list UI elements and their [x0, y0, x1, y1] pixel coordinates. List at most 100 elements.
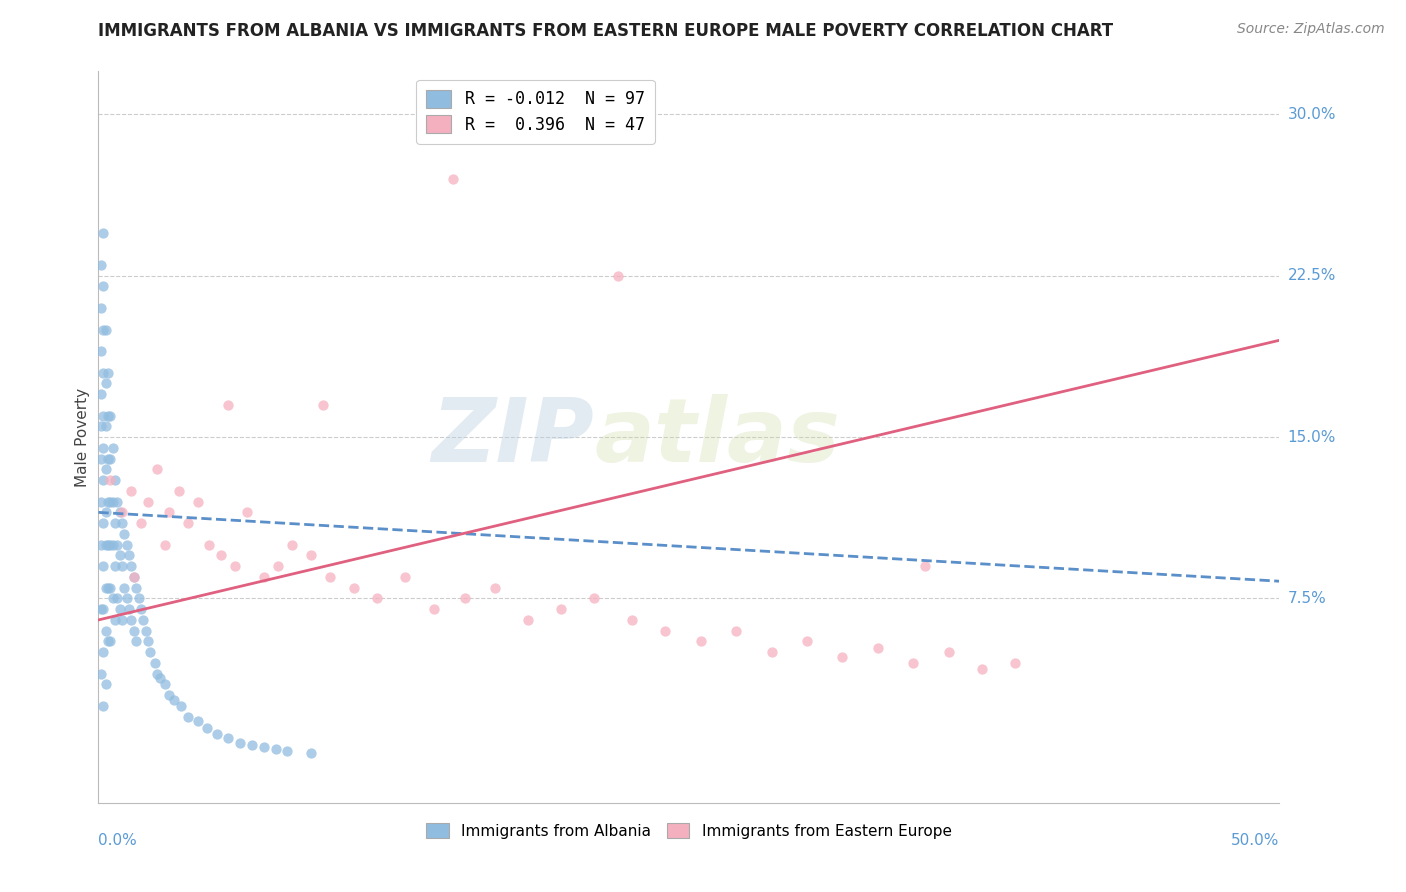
Point — [90, 666, 112, 681]
Point — [236, 505, 259, 519]
Point — [146, 666, 169, 681]
Point — [163, 692, 186, 706]
Point — [108, 505, 131, 519]
Text: 22.5%: 22.5% — [1288, 268, 1336, 284]
Point — [153, 538, 176, 552]
Point — [94, 538, 117, 552]
Point — [90, 494, 112, 508]
Point — [111, 516, 134, 530]
Point — [264, 742, 287, 756]
Text: Source: ZipAtlas.com: Source: ZipAtlas.com — [1237, 22, 1385, 37]
Point — [121, 559, 143, 574]
Point — [94, 624, 117, 638]
Text: 50.0%: 50.0% — [1232, 833, 1279, 848]
Point — [118, 602, 141, 616]
Point — [97, 494, 120, 508]
Point — [122, 570, 145, 584]
Point — [866, 640, 889, 655]
Point — [187, 494, 209, 508]
Point — [90, 301, 112, 315]
Text: 15.0%: 15.0% — [1288, 430, 1336, 444]
Point — [129, 516, 152, 530]
Point — [111, 559, 134, 574]
Point — [90, 602, 112, 616]
Point — [91, 366, 114, 380]
Point — [91, 473, 114, 487]
Point — [253, 570, 276, 584]
Point — [90, 258, 112, 272]
Point — [91, 409, 114, 423]
Point — [97, 581, 120, 595]
Point — [441, 172, 464, 186]
Point — [94, 581, 117, 595]
Point — [253, 739, 276, 754]
Point — [170, 698, 193, 713]
Point — [91, 322, 114, 336]
Point — [108, 602, 131, 616]
Point — [91, 559, 114, 574]
Point — [101, 591, 124, 606]
Point — [139, 645, 162, 659]
Point — [621, 613, 644, 627]
Point — [101, 538, 124, 552]
Point — [94, 677, 117, 691]
Point — [453, 591, 475, 606]
Point — [90, 419, 112, 434]
Point — [97, 409, 120, 423]
Point — [104, 613, 127, 627]
Point — [299, 747, 322, 761]
Point — [157, 688, 180, 702]
Point — [97, 634, 120, 648]
Point — [312, 398, 335, 412]
Point — [122, 570, 145, 584]
Point — [149, 671, 172, 685]
Point — [112, 527, 135, 541]
Point — [143, 656, 166, 670]
Y-axis label: Male Poverty: Male Poverty — [75, 387, 90, 487]
Point — [157, 505, 180, 519]
Point — [91, 441, 114, 455]
Point — [101, 441, 124, 455]
Point — [94, 462, 117, 476]
Point — [607, 268, 630, 283]
Point — [105, 591, 128, 606]
Point — [654, 624, 676, 638]
Point — [217, 731, 239, 746]
Point — [91, 698, 114, 713]
Point — [94, 376, 117, 391]
Point — [1004, 656, 1026, 670]
Point — [689, 634, 711, 648]
Point — [319, 570, 342, 584]
Point — [132, 613, 155, 627]
Point — [91, 226, 114, 240]
Point — [198, 538, 221, 552]
Point — [111, 505, 134, 519]
Point — [342, 581, 364, 595]
Point — [121, 613, 143, 627]
Point — [136, 494, 159, 508]
Point — [122, 624, 145, 638]
Point — [112, 581, 135, 595]
Point — [108, 549, 131, 563]
Point — [135, 624, 157, 638]
Point — [177, 710, 200, 724]
Point — [90, 344, 112, 359]
Point — [91, 602, 114, 616]
Point — [128, 591, 150, 606]
Point — [914, 559, 936, 574]
Point — [90, 387, 112, 401]
Point — [217, 398, 239, 412]
Point — [938, 645, 960, 659]
Point — [105, 538, 128, 552]
Point — [299, 549, 322, 563]
Point — [267, 559, 290, 574]
Point — [115, 591, 138, 606]
Text: 7.5%: 7.5% — [1288, 591, 1326, 606]
Point — [240, 738, 263, 752]
Point — [224, 559, 246, 574]
Point — [831, 649, 853, 664]
Point — [209, 549, 232, 563]
Point — [146, 462, 169, 476]
Point — [105, 494, 128, 508]
Point — [97, 538, 120, 552]
